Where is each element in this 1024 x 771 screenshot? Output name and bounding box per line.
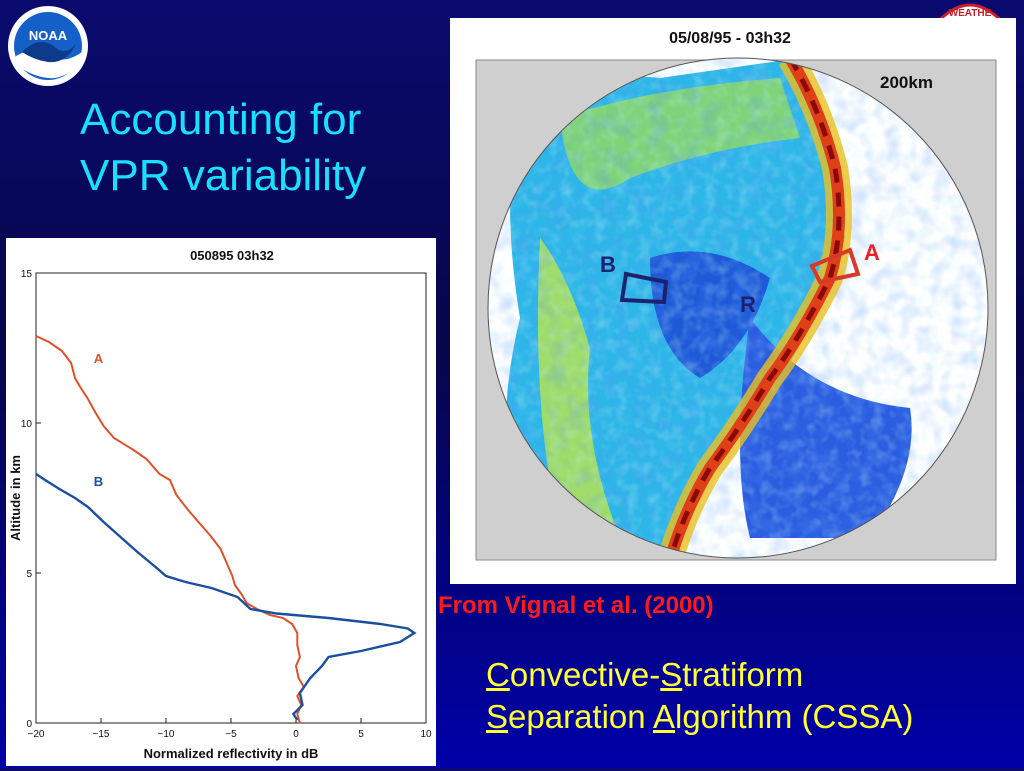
title-line-1: Accounting for (80, 95, 362, 144)
x-tick-label: 5 (358, 729, 364, 740)
annotation-layer: AB (94, 351, 104, 489)
page-title: Accounting for VPR variability (80, 92, 440, 204)
cssa-line-1: Convective-Stratiform (486, 654, 1016, 696)
radar-image-panel: 05/08/95 - 03h32 200km A B R (450, 18, 1016, 584)
title-line-2: VPR variability (80, 151, 367, 200)
radar-range-label: 200km (880, 73, 933, 92)
series-annotation-b: B (94, 474, 103, 489)
series-annotation-a: A (94, 351, 104, 366)
y-tick-label: 0 (26, 719, 32, 730)
region-label-b: B (600, 252, 616, 277)
x-tick-label: −15 (93, 729, 110, 740)
x-tick-label: −20 (28, 729, 45, 740)
y-axis-label: Altitude in km (8, 455, 23, 541)
cssa-s1: S (660, 656, 683, 693)
x-tick-label: 10 (420, 729, 432, 740)
cssa-a-rest: lgorithm (CSSA) (675, 698, 914, 735)
radar-reflectivity-map: 05/08/95 - 03h32 200km A B R (475, 30, 997, 561)
cssa-a: A (652, 698, 675, 735)
chart-plot-frame (35, 272, 427, 724)
radar-title: 05/08/95 - 03h32 (669, 30, 791, 47)
region-box-b (619, 271, 669, 305)
y-tick-label: 5 (26, 569, 32, 580)
radar-echo-field (490, 58, 988, 558)
cssa-c-rest: onvective- (509, 656, 661, 693)
weather-seal-text: WEATHE (949, 8, 992, 19)
region-box-a (809, 247, 861, 285)
x-axis-ticks: −20 −15 −10 −5 0 5 10 (28, 718, 432, 740)
cssa-s1-rest: tratiform (682, 656, 804, 693)
radar-range-ring (487, 57, 989, 559)
y-tick-label: 15 (21, 269, 33, 280)
region-label-a: A (864, 240, 880, 265)
x-axis-label: Normalized reflectivity in dB (144, 746, 319, 761)
x-tick-label: −10 (158, 729, 175, 740)
cssa-c: C (486, 656, 510, 693)
radar-site-label: R (740, 292, 756, 317)
cssa-line-2: Separation Algorithm (CSSA) (486, 696, 1016, 738)
chart-title: 050895 03h32 (190, 248, 274, 263)
y-tick-label: 10 (21, 419, 33, 430)
series-line-b (35, 472, 417, 721)
cssa-s2: S (486, 698, 509, 735)
x-tick-label: −5 (225, 729, 237, 740)
source-citation: From Vignal et al. (2000) (438, 592, 714, 619)
noaa-logo: NOAA (8, 6, 88, 86)
cssa-caption: Convective-Stratiform Separation Algorit… (486, 654, 1016, 738)
series-layer (35, 335, 417, 724)
cssa-s2-rest: eparation (508, 698, 653, 735)
x-tick-label: 0 (293, 729, 299, 740)
y-axis-ticks: 0 5 10 15 (21, 269, 41, 730)
series-line-a (35, 335, 305, 724)
noaa-logo-text: NOAA (29, 28, 68, 43)
